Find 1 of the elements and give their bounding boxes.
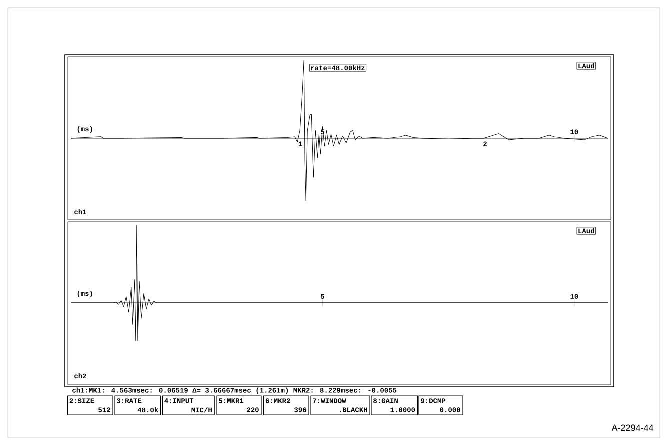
text: A-2294-44 [612, 424, 654, 432]
